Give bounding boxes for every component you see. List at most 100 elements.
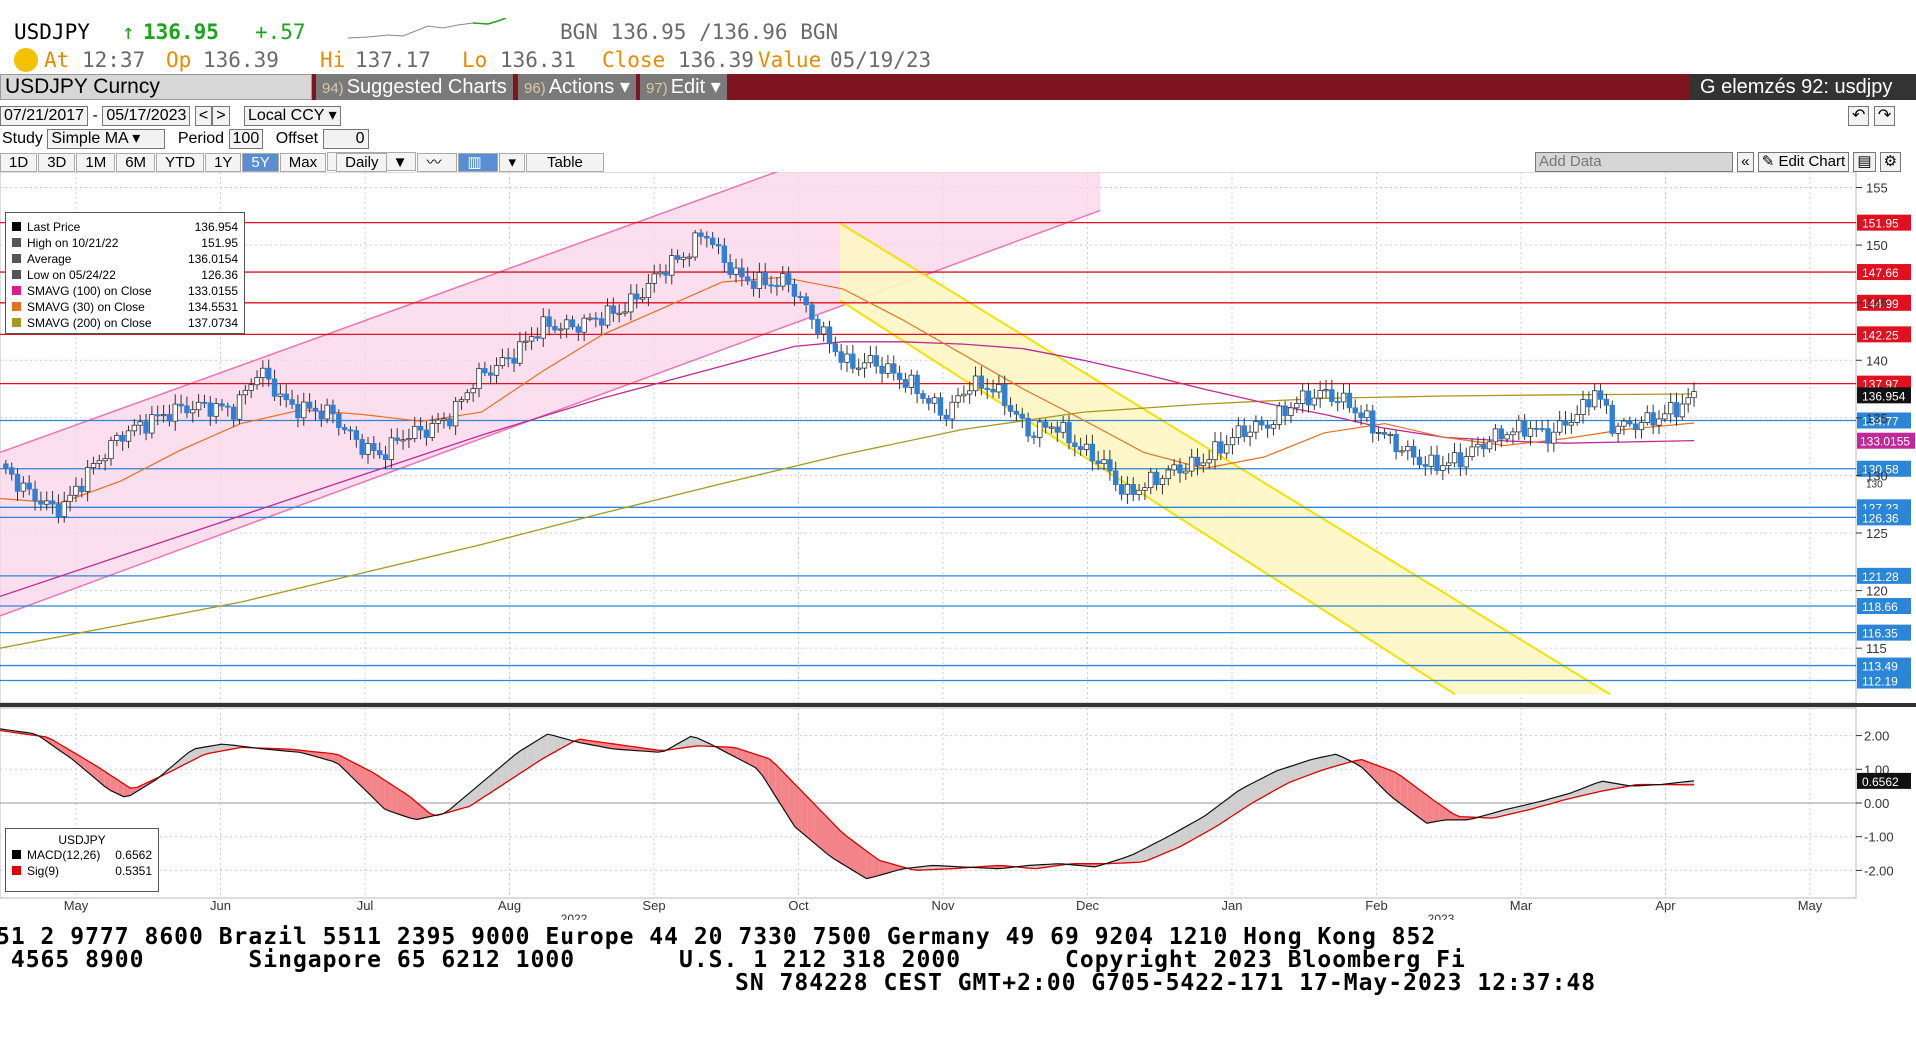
candle-body (896, 372, 903, 380)
candle-body (1463, 456, 1469, 468)
candle-body (826, 326, 833, 345)
candle-body (855, 367, 862, 370)
macd-fill (1309, 758, 1317, 775)
macd-legend-value: 0.6562 (115, 848, 152, 862)
candle-body (283, 393, 289, 401)
candle-body (1042, 421, 1049, 428)
actions-menu[interactable]: 96) Actions ▾ (518, 74, 636, 100)
range-1m-button[interactable]: 1M (76, 153, 116, 172)
candle-body (1153, 471, 1160, 485)
at-time: 12:37 (82, 48, 146, 72)
macd-fill (768, 758, 776, 796)
candle-body (55, 503, 62, 518)
macd-fill (1264, 773, 1271, 797)
range-ytd-button[interactable]: YTD (156, 153, 205, 172)
macd-fill (736, 748, 743, 761)
candle-body (394, 437, 400, 441)
macd-fill (325, 752, 333, 762)
edit-chart-button[interactable]: ✎ Edit Chart (1757, 152, 1850, 172)
add-data-input[interactable]: Add Data (1535, 152, 1733, 172)
candle-body (1586, 399, 1592, 408)
chart-type-dropdown-icon[interactable]: ▾ (499, 153, 526, 172)
currency-select[interactable]: Local CCY ▾ (243, 106, 341, 126)
candle-body (984, 387, 990, 390)
redo-icon[interactable]: ↷ (1873, 106, 1896, 126)
candle-body (505, 357, 511, 360)
blue-level-label: 118.66 (1862, 600, 1898, 614)
gear-icon[interactable]: ⚙ (1879, 152, 1902, 172)
candle-body (1609, 404, 1615, 434)
range-1y-button[interactable]: 1Y (205, 153, 242, 172)
macd-fill (1394, 771, 1401, 804)
period-input[interactable]: 100 (228, 129, 264, 149)
range-1d-button[interactable]: 1D (0, 153, 38, 172)
blue-level-label: 134.77 (1862, 414, 1899, 428)
blue-level-tag (1857, 460, 1911, 477)
macd-fill (794, 784, 802, 833)
security-field[interactable]: USDJPY Curncy (0, 74, 312, 100)
candle-chart-icon[interactable]: ▥ (458, 153, 499, 172)
candle-body (1381, 431, 1388, 435)
range-5y-button[interactable]: 5Y (242, 153, 279, 172)
range-6m-button[interactable]: 6M (116, 153, 156, 172)
candle-body (1399, 450, 1405, 453)
candle-body (96, 460, 103, 464)
range-max-button[interactable]: Max (279, 153, 327, 172)
candle-body (1329, 389, 1335, 402)
macd-fill (847, 836, 854, 871)
macd-fill (488, 771, 496, 794)
candle-body (756, 272, 763, 289)
macd-fill (527, 742, 535, 769)
table-button[interactable]: Table (526, 153, 604, 172)
candle-body (1346, 392, 1353, 409)
candle-body (271, 378, 278, 397)
gauge-icon[interactable] (14, 48, 38, 72)
offset-input[interactable]: 0 (322, 129, 369, 149)
macd-fill (1355, 759, 1362, 768)
range-3d-button[interactable]: 3D (38, 153, 76, 172)
edit-menu[interactable]: 97) Edit ▾ (640, 74, 727, 100)
price-legend-value: 133.0155 (187, 284, 238, 298)
candle-body (1486, 441, 1493, 450)
candle-body (1019, 413, 1025, 419)
macd-fill (215, 744, 222, 753)
macd-fill (742, 750, 750, 765)
undo-icon[interactable]: ↶ (1848, 106, 1870, 126)
candle-body (242, 389, 249, 396)
low-label: Lo (462, 48, 488, 72)
prev-arrow-icon[interactable]: < (194, 106, 213, 126)
sma100-tag (1857, 432, 1915, 449)
chart-settings-icon[interactable]: ▤ (1853, 152, 1876, 172)
start-date-input[interactable]: 07/21/2017 (0, 106, 89, 126)
candle-body (61, 501, 67, 518)
price-chart[interactable]: 151.95147.66144.99142.25137.97134.77130.… (0, 172, 1916, 920)
value-label: Value (758, 48, 822, 72)
candle-body (155, 414, 161, 417)
candle-body (657, 271, 663, 275)
right-controls: Add Data « ✎ Edit Chart ▤ ⚙ (1535, 152, 1902, 172)
ticker-symbol: USDJPY (14, 20, 90, 44)
price-legend-label: Last Price (27, 220, 81, 234)
macd-fill (1140, 847, 1147, 863)
candle-body (1224, 444, 1230, 454)
price-legend-row: Average 136.0154 (12, 251, 238, 267)
frequency-select[interactable]: Daily ▼ (327, 152, 417, 172)
close-label: Close (602, 48, 666, 72)
macd-fill (697, 737, 704, 746)
price-candles (3, 228, 1697, 524)
suggested-charts-menu[interactable]: 94) Suggested Charts (316, 74, 513, 100)
month-label: Apr (1655, 898, 1676, 913)
candle-body (891, 363, 897, 374)
blue-level-label: 126.36 (1862, 511, 1899, 525)
study-select[interactable]: Simple MA ▾ (47, 129, 166, 149)
candle-body (1445, 462, 1452, 466)
next-arrow-icon[interactable]: > (212, 106, 230, 126)
candle-body (861, 362, 868, 369)
candle-body (961, 393, 967, 397)
collapse-icon[interactable]: « (1737, 152, 1754, 172)
end-date-input[interactable]: 05/17/2023 (102, 106, 191, 126)
line-chart-icon[interactable]: 〰 (417, 153, 458, 172)
price-legend-swatch-icon (12, 222, 21, 231)
candle-body (131, 424, 138, 432)
candle-body (1066, 422, 1072, 444)
